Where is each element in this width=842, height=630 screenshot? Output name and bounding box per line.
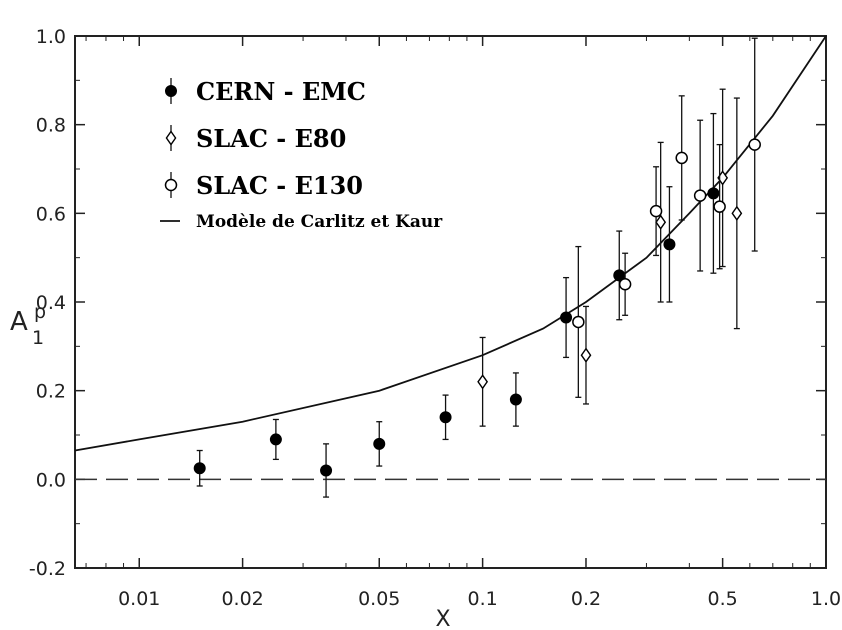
y-tick-label: 0.4: [36, 292, 66, 314]
data-point: [693, 119, 707, 272]
data-point: [572, 245, 585, 398]
data-point: [618, 252, 632, 316]
data-point: [477, 336, 489, 427]
data-point: [655, 141, 667, 303]
legend: CERN - EMC SLAC - E80 SLAC - E130 Modèle de…: [160, 77, 443, 232]
data-point: [580, 305, 592, 405]
legend-marker: [164, 178, 178, 192]
x-tick-label: 0.02: [221, 588, 263, 610]
x-tick-label: 0.2: [571, 588, 601, 610]
data-point: [748, 37, 761, 252]
point-marker: [693, 189, 707, 202]
point-marker: [707, 187, 720, 200]
data-point: [649, 166, 663, 257]
legend-item: SLAC - E130: [164, 171, 363, 200]
y-axis-label-sup: p: [34, 301, 46, 323]
point-marker: [663, 238, 676, 251]
point-marker: [320, 464, 333, 477]
point-marker: [269, 433, 282, 446]
y-axis-label-sub: 1: [32, 327, 44, 349]
legend-marker: [165, 85, 177, 97]
data-point: [731, 97, 743, 330]
point-marker: [373, 437, 386, 450]
y-tick-label: 0.0: [36, 469, 66, 491]
point-marker: [655, 214, 667, 230]
point-marker: [439, 411, 452, 424]
y-axis-label-main: A: [10, 307, 28, 337]
point-marker: [748, 138, 761, 151]
data-point: [663, 186, 676, 303]
data-point: [439, 394, 452, 441]
legend-item: CERN - EMC: [165, 77, 366, 106]
point-marker: [649, 204, 663, 218]
data-point: [675, 95, 688, 221]
point-marker: [193, 462, 206, 475]
data-point: [509, 372, 522, 427]
point-marker: [509, 393, 522, 406]
point-marker: [618, 278, 632, 291]
legend-label: Modèle de Carlitz et Kaur: [196, 212, 443, 232]
point-marker: [713, 200, 726, 213]
legend-label: CERN - EMC: [196, 77, 366, 106]
data-marks: [74, 35, 827, 498]
data-point: [193, 449, 206, 487]
y-tick-label: 0.8: [36, 115, 66, 137]
y-tick-label: 0.2: [36, 381, 66, 403]
y-tick-label: -0.2: [29, 558, 66, 580]
data-point: [717, 88, 729, 268]
point-marker: [731, 205, 743, 222]
y-axis-label: A p 1: [10, 301, 46, 349]
legend-item: SLAC - E80: [165, 124, 346, 153]
point-marker: [580, 347, 592, 363]
legend-label: SLAC - E80: [196, 124, 346, 153]
x-tick-label: 0.05: [358, 588, 400, 610]
point-marker: [477, 374, 489, 390]
data-point: [713, 143, 726, 270]
x-tick-label: 0.5: [708, 588, 738, 610]
data-point: [269, 418, 282, 461]
data-point: [613, 230, 626, 321]
data-point: [560, 276, 573, 359]
legend-marker: [165, 130, 177, 146]
legend-item: Modèle de Carlitz et Kaur: [160, 212, 443, 232]
point-marker: [560, 311, 573, 324]
data-point: [320, 443, 333, 498]
y-tick-label: 0.6: [36, 203, 66, 225]
y-tick-label: 1.0: [36, 26, 66, 48]
axis-ticks: -0.2 0.0 0.2 0.4 0.6 0.8 1.0 0.01 0.02 0.05 0.1 0.2…: [29, 26, 841, 610]
x-tick-label: 0.1: [468, 588, 498, 610]
x-tick-label: 1.0: [811, 588, 841, 610]
data-point: [373, 421, 386, 467]
x-tick-label: 0.01: [118, 588, 160, 610]
point-marker: [572, 315, 585, 329]
x-axis-label: X: [435, 607, 450, 630]
data-point: [707, 112, 720, 274]
point-marker: [675, 151, 688, 165]
legend-label: SLAC - E130: [196, 171, 363, 200]
